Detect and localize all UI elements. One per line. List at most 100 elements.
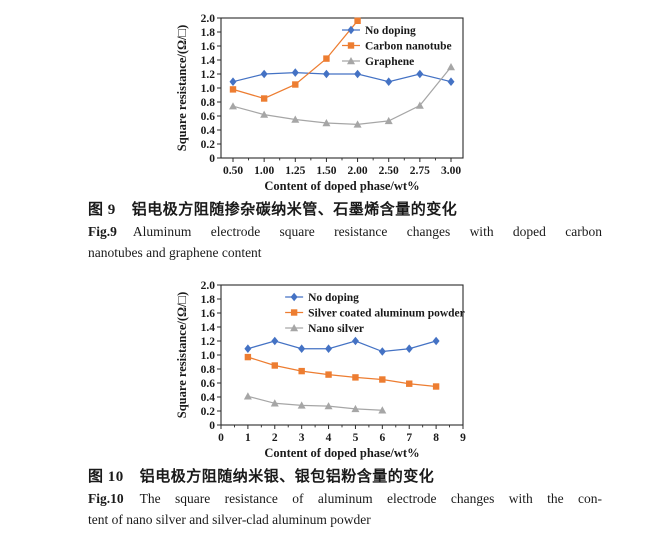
- x-tick-label: 3.00: [441, 165, 461, 177]
- triangle-marker: [322, 119, 331, 127]
- legend-label: Nano silver: [308, 323, 364, 335]
- y-tick-label: 1.6: [201, 308, 216, 320]
- diamond-marker: [260, 69, 268, 79]
- x-tick-label: 0.50: [223, 165, 243, 177]
- x-tick-label: 2.50: [379, 165, 399, 177]
- y-tick-label: 1.8: [201, 294, 216, 306]
- diamond-marker: [378, 347, 386, 356]
- triangle-marker: [447, 63, 455, 71]
- triangle-marker: [291, 115, 300, 123]
- triangle-marker: [270, 399, 279, 407]
- diamond-marker: [325, 344, 333, 353]
- y-tick-label: 1.0: [201, 350, 216, 362]
- figure9-chart-area: 0 0.2 0.4 0.6 0.8 1.0 1.2 1.4 1.6 1.8 2.0 0.50 1.00 1…: [173, 10, 668, 196]
- y-tick-label: 1.4: [201, 55, 216, 67]
- square-marker: [379, 376, 386, 383]
- fig10-caption-en-line1: Fig.10 The square resistance of aluminum …: [88, 488, 602, 509]
- y-axis-title: Square resistance/(Ω/□): [175, 25, 189, 151]
- triangle-marker: [351, 404, 360, 413]
- y-tick-label: 1.8: [201, 27, 216, 39]
- series-carbon-nanotube: [229, 17, 361, 102]
- square-marker: [325, 371, 332, 378]
- x-axis: 0 1 2 3 4 5 6 7 8 9: [218, 425, 466, 444]
- diamond-marker: [290, 292, 298, 302]
- x-tick-label: 1.50: [316, 165, 336, 177]
- fig9-caption-zh: 图 9 铝电极方阻随掺杂碳纳米管、石墨烯含量的变化: [88, 199, 602, 221]
- square-marker: [323, 55, 330, 62]
- x-tick-label: 3: [299, 432, 305, 444]
- y-tick-label: 0.2: [201, 139, 216, 151]
- series-silver-coated-aluminum-powder: [244, 353, 440, 390]
- fig10-zh-text: 铝电极方阻随纳米银、银包铝粉含量的变化: [139, 469, 435, 485]
- x-tick-label: 6: [379, 432, 385, 444]
- series-line: [247, 340, 437, 353]
- x-axis-title: Content of doped phase/wt%: [264, 179, 419, 193]
- triangle-marker: [297, 401, 306, 409]
- series-nano-silver: [243, 392, 387, 414]
- legend-label: No doping: [308, 292, 359, 304]
- x-tick-label: 2: [272, 432, 278, 444]
- fig9-zh-text: 铝电极方阻随掺杂碳纳米管、石墨烯含量的变化: [131, 202, 458, 218]
- square-marker: [292, 81, 299, 88]
- fig9-caption-en-line2: nanotubes and graphene content: [88, 245, 262, 260]
- x-tick-label: 1.25: [285, 165, 305, 177]
- diamond-marker: [298, 344, 306, 353]
- legend: No doping Carbon nanotube Graphene: [342, 25, 452, 68]
- fig10-en-text1: The square resistance of aluminum electr…: [139, 491, 602, 506]
- diamond-marker: [432, 336, 440, 346]
- y-tick-label: 0.4: [201, 125, 216, 137]
- fig9-zh-label: 图 9: [88, 202, 116, 218]
- fig9-en-label: Fig.9: [88, 224, 117, 239]
- x-tick-label: 9: [460, 432, 466, 444]
- square-marker: [432, 383, 440, 390]
- fig10-zh-label: 图 10: [88, 469, 124, 485]
- y-tick-label: 1.0: [201, 83, 216, 95]
- diamond-marker: [244, 344, 252, 353]
- diamond-marker: [291, 68, 299, 77]
- diamond-marker: [405, 344, 413, 353]
- y-axis-title: Square resistance/(Ω/□): [175, 292, 189, 418]
- triangle-marker: [353, 120, 362, 128]
- diamond-marker: [351, 336, 359, 346]
- x-tick-label: 1: [245, 432, 251, 444]
- square-marker: [229, 86, 237, 93]
- y-tick-label: 0.8: [201, 364, 216, 376]
- y-tick-label: 0.8: [201, 97, 216, 109]
- fig10-caption-zh: 图 10 铝电极方阻随纳米银、银包铝粉含量的变化: [88, 466, 602, 488]
- series-no-doping: [229, 68, 455, 86]
- fig9-caption-en-line1: Fig.9 Aluminum electrode square resistanc…: [88, 221, 602, 242]
- triangle-marker: [378, 406, 387, 414]
- triangle-marker: [229, 102, 237, 110]
- square-marker: [352, 374, 359, 381]
- x-tick-label: 5: [353, 432, 359, 444]
- x-axis: 0.50 1.00 1.25 1.50 2.00 2.50 2.75 3.00: [223, 158, 461, 177]
- x-tick-label: 8: [433, 432, 439, 444]
- triangle-marker: [260, 110, 269, 118]
- x-tick-label: 0: [218, 432, 224, 444]
- y-tick-label: 2.0: [201, 280, 216, 292]
- series-line: [232, 66, 452, 126]
- legend: No doping Silver coated aluminum powder Na…: [285, 292, 465, 335]
- x-axis-title: Content of doped phase/wt%: [264, 446, 419, 460]
- y-axis: 0 0.2 0.4 0.6 0.8 1.0 1.2 1.4 1.6 1.8 2.0: [201, 280, 221, 432]
- y-tick-label: 0.2: [201, 406, 216, 418]
- square-marker: [354, 17, 361, 24]
- y-tick-label: 1.6: [201, 41, 216, 53]
- triangle-marker: [384, 116, 393, 125]
- y-tick-label: 0: [209, 153, 215, 165]
- x-tick-label: 2.75: [410, 165, 430, 177]
- y-tick-label: 1.2: [201, 336, 216, 348]
- spacer: [0, 263, 668, 277]
- y-tick-label: 1.4: [201, 322, 216, 334]
- y-tick-label: 0.6: [201, 378, 216, 390]
- x-tick-label: 4: [326, 432, 332, 444]
- triangle-marker: [347, 57, 355, 65]
- x-tick-label: 7: [406, 432, 412, 444]
- y-tick-label: 0.6: [201, 111, 216, 123]
- square-marker: [290, 309, 298, 316]
- y-tick-label: 0.4: [201, 392, 216, 404]
- y-tick-label: 2.0: [201, 13, 216, 25]
- diamond-marker: [354, 69, 362, 79]
- diamond-marker: [347, 25, 355, 35]
